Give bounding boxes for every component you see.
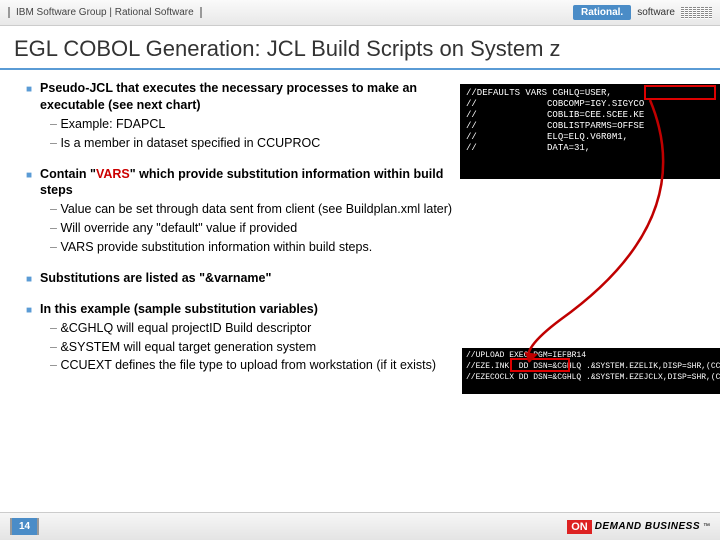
top-right: Rational. software — [573, 5, 712, 20]
bullet-2-sub3: – VARS provide substitution information … — [50, 239, 466, 256]
bullet-2-sub1: – Value can be set through data sent fro… — [50, 201, 466, 218]
bullet-2-text: Contain "VARS" which provide substitutio… — [40, 166, 466, 200]
code-snippet-2: //UPLOAD EXEC PGM=IEFBR14 //EZE.INK DD D… — [462, 348, 720, 394]
bullet-1-sub1: – Example: FDAPCL — [50, 116, 446, 133]
on-demand-logo: ON DEMAND BUSINESS ™ — [567, 520, 710, 534]
highlight-box-2 — [510, 358, 570, 372]
bullet-icon: ■ — [26, 83, 32, 114]
top-breadcrumb: IBM Software Group | Rational Software — [8, 7, 202, 18]
bullet-4-sub1: – &CGHLQ will equal projectID Build desc… — [50, 320, 456, 337]
bullet-4-sub3: – CCUEXT defines the file type to upload… — [50, 357, 456, 374]
highlight-box-1 — [644, 85, 716, 100]
page-number: 14 — [10, 518, 39, 535]
bullet-3: ■ Substitutions are listed as "&varname" — [26, 270, 704, 287]
bullet-1: ■ Pseudo-JCL that executes the necessary… — [26, 80, 446, 152]
bullet-4-text: In this example (sample substitution var… — [40, 301, 318, 318]
bullet-2-sub2: – Will override any "default" value if p… — [50, 220, 466, 237]
bullet-icon: ■ — [26, 169, 32, 200]
bullet-4: ■ In this example (sample substitution v… — [26, 301, 456, 375]
bullet-2: ■ Contain "VARS" which provide substitut… — [26, 166, 466, 256]
ibm-logo-icon — [681, 7, 712, 19]
rational-badge: Rational. — [573, 5, 631, 20]
footer-bar: 14 ON DEMAND BUSINESS ™ — [0, 512, 720, 540]
content-area: ■ Pseudo-JCL that executes the necessary… — [0, 70, 720, 374]
bullet-4-sub2: – &SYSTEM will equal target generation s… — [50, 339, 456, 356]
bullet-1-text: Pseudo-JCL that executes the necessary p… — [40, 80, 446, 114]
page-title: EGL COBOL Generation: JCL Build Scripts … — [0, 26, 720, 68]
bullet-3-text: Substitutions are listed as "&varname" — [40, 270, 271, 287]
bullet-icon: ■ — [26, 304, 32, 318]
bullet-1-sub2: – Is a member in dataset specified in CC… — [50, 135, 446, 152]
bullet-icon: ■ — [26, 273, 32, 287]
software-label: software — [637, 7, 675, 18]
top-bar: IBM Software Group | Rational Software R… — [0, 0, 720, 26]
